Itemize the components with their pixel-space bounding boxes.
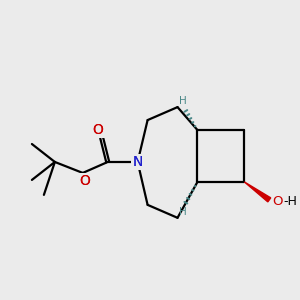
Text: O: O [92, 123, 103, 137]
Text: H: H [178, 207, 186, 217]
Text: O: O [79, 174, 90, 188]
Text: N: N [132, 155, 143, 169]
Text: O: O [79, 174, 90, 188]
Text: -H: -H [283, 195, 297, 208]
Text: N: N [132, 155, 143, 169]
Text: O: O [92, 123, 103, 137]
Text: O: O [272, 195, 283, 208]
Polygon shape [244, 182, 271, 202]
Text: H: H [178, 96, 186, 106]
